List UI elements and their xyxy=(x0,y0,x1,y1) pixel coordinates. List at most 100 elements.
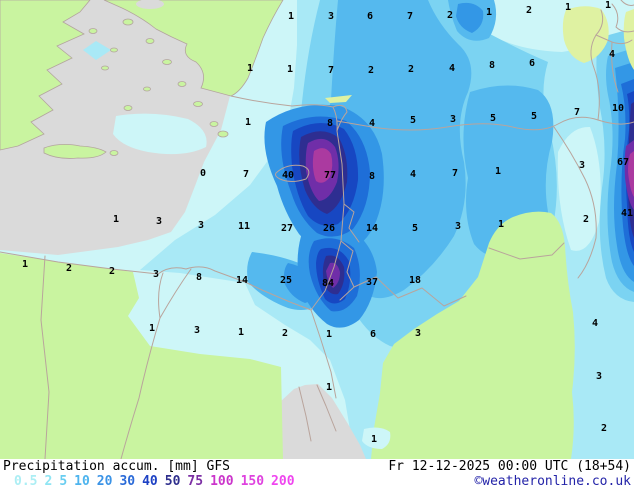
precip-value: 8 xyxy=(327,118,333,129)
scale-value: 30 xyxy=(119,474,136,489)
island-crete xyxy=(43,144,107,159)
precip-value: 67 xyxy=(617,157,629,168)
precip-value: 6 xyxy=(367,11,373,22)
precip-band-100 xyxy=(312,148,333,183)
precip-value: 1 xyxy=(565,2,571,13)
copyright-link[interactable]: ©weatheronline.co.uk xyxy=(474,474,631,489)
map-title: Precipitation accum. [mm] GFS xyxy=(3,459,230,474)
precip-values-layer: 1 3 6 7 2 1 2 1 11 1 7 2 2 4 8 641 8 4 5 3 5 5 7 100 7 40 77 8 4 7 13 6… xyxy=(22,0,633,445)
precip-value: 3 xyxy=(194,325,200,336)
precip-value: 1 xyxy=(371,434,377,445)
precip-value: 2 xyxy=(282,328,288,339)
precip-value: 5 xyxy=(410,115,416,126)
precip-value: 37 xyxy=(366,277,378,288)
precip-value: 14 xyxy=(236,275,248,286)
map-datetime: Fr 12-12-2025 00:00 UTC (18+54) xyxy=(388,459,631,474)
precip-value: 27 xyxy=(281,223,293,234)
borders-coastlines xyxy=(0,0,634,459)
precip-value: 2 xyxy=(526,5,532,16)
precip-value: 84 xyxy=(322,278,334,289)
aegean-islands xyxy=(88,18,229,138)
color-scale: 0.5 2 5 10 20 30 40 50 75 100 150 200 xyxy=(3,474,295,489)
island-small xyxy=(109,150,119,156)
land-turkey xyxy=(103,0,284,97)
precip-value: 2 xyxy=(601,423,607,434)
precip-value: 1 xyxy=(247,63,253,74)
precip-value: 2 xyxy=(368,65,374,76)
precip-value: 1 xyxy=(245,117,251,128)
scale-value: 200 xyxy=(271,474,295,489)
precip-value: 1 xyxy=(287,64,293,75)
scale-value: 40 xyxy=(142,474,158,489)
precip-value: 2 xyxy=(66,263,72,274)
precip-value: 6 xyxy=(529,58,535,69)
precip-value: 2 xyxy=(109,266,115,277)
precip-value: 18 xyxy=(409,275,421,286)
precip-value: 1 xyxy=(149,323,155,334)
precip-value: 0 xyxy=(200,168,206,179)
precip-value: 3 xyxy=(579,160,585,171)
precip-value: 40 xyxy=(282,170,294,181)
precip-value: 4 xyxy=(592,318,598,329)
precip-value: 2 xyxy=(447,10,453,21)
scale-value: 100 xyxy=(210,474,234,489)
precip-value: 3 xyxy=(198,220,204,231)
precip-value: 7 xyxy=(407,11,413,22)
scale-value: 20 xyxy=(96,474,113,489)
precip-value: 3 xyxy=(156,216,162,227)
precip-value: 1 xyxy=(326,382,332,393)
precip-value: 3 xyxy=(153,269,159,280)
precip-value: 2 xyxy=(583,214,589,225)
precip-value: 77 xyxy=(324,170,336,181)
precipitation-map: 1 3 6 7 2 1 2 1 1 1 1 7 2 2 4 8 6 4 1 8 4 5 3 5 5 7 10 0 7 40 77 8 4 7 1 3 6… xyxy=(0,0,634,459)
land-edge-patch xyxy=(623,9,634,70)
precip-band-05-patch xyxy=(113,113,207,155)
precip-value: 4 xyxy=(609,49,615,60)
precip-value: 1 xyxy=(486,7,492,18)
precip-value: 14 xyxy=(366,223,378,234)
precip-value: 8 xyxy=(369,171,375,182)
precip-value: 1 xyxy=(326,329,332,340)
precip-value: 3 xyxy=(328,11,334,22)
precip-value: 1 xyxy=(288,11,294,22)
scale-value: 5 xyxy=(59,474,68,489)
precip-value: 26 xyxy=(323,223,335,234)
precip-value: 3 xyxy=(596,371,602,382)
precip-value: 4 xyxy=(449,63,455,74)
land-iraq-patch xyxy=(562,6,609,63)
precip-value: 8 xyxy=(196,272,202,283)
precip-band-20 xyxy=(456,2,484,33)
precip-band-05-patch xyxy=(557,126,601,251)
precip-value: 3 xyxy=(450,114,456,125)
precip-value: 5 xyxy=(490,113,496,124)
precip-value: 4 xyxy=(410,169,416,180)
precip-value: 10 xyxy=(612,103,624,114)
precip-value: 1 xyxy=(22,259,28,270)
precip-band-2-patch xyxy=(83,41,111,60)
precip-value: 7 xyxy=(452,168,458,179)
scale-value: 75 xyxy=(187,474,204,489)
precip-value: 4 xyxy=(369,118,375,129)
caption-bar: Precipitation accum. [mm] GFS Fr 12-12-2… xyxy=(0,459,634,490)
precip-value: 1 xyxy=(498,219,504,230)
precip-band-75 xyxy=(326,262,340,288)
precip-value: 1 xyxy=(605,0,611,11)
precip-value: 41 xyxy=(621,208,633,219)
scale-value: 0.5 xyxy=(14,474,38,489)
precip-value: 8 xyxy=(489,60,495,71)
scale-value: 10 xyxy=(74,474,90,489)
precip-value: 3 xyxy=(455,221,461,232)
land-greece xyxy=(0,0,91,151)
scale-value: 2 xyxy=(44,474,53,489)
precip-value: 7 xyxy=(243,169,249,180)
precip-value: 25 xyxy=(280,275,292,286)
sea-marmara xyxy=(136,0,164,9)
scale-value: 150 xyxy=(240,474,265,489)
precip-value: 5 xyxy=(412,223,418,234)
land-arabia xyxy=(371,211,575,459)
precip-value: 5 xyxy=(531,111,537,122)
map-canvas: 1 3 6 7 2 1 2 1 11 1 7 2 2 4 8 641 8 4 5 3 5 5 7 100 7 40 77 8 4 7 13 6… xyxy=(0,0,634,459)
precip-value: 3 xyxy=(415,328,421,339)
salt-lake-sliver xyxy=(325,95,352,103)
